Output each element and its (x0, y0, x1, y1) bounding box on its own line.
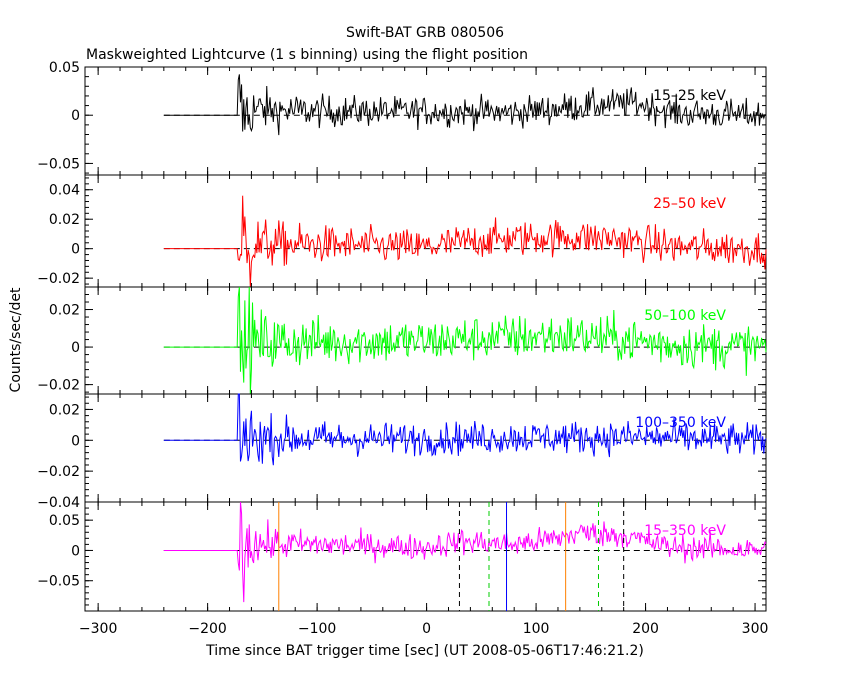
y-tick-label: 0.02 (49, 212, 80, 228)
series-label: 50–100 keV (644, 308, 726, 324)
y-tick-label: 0.02 (49, 402, 80, 418)
series-line (163, 74, 767, 136)
x-tick-label: 300 (742, 621, 769, 637)
y-tick-label: 0 (71, 543, 80, 559)
series-line (163, 286, 767, 395)
panel-3: 0.02 0 −0.02 50–100 keV (37, 286, 767, 395)
y-tick-label: 0 (71, 433, 80, 449)
panel-5: 0.05 0 −0.05 15–350 keV (37, 501, 767, 612)
panel-frame (84, 501, 767, 612)
x-tick-label: −300 (79, 621, 117, 637)
panel-frame (84, 393, 767, 503)
x-tick-label: −200 (188, 621, 226, 637)
x-tick-label: 0 (422, 621, 431, 637)
series-line (163, 195, 767, 288)
y-tick-label: −0.05 (37, 156, 80, 172)
x-tick-label: −100 (298, 621, 336, 637)
series-line (163, 501, 767, 603)
panel-frame (84, 66, 767, 176)
x-axis-label: Time since BAT trigger time [sec] (UT 20… (205, 643, 644, 659)
y-tick-label: −0.02 (37, 378, 80, 394)
x-tick-label: 200 (632, 621, 659, 637)
x-tick-label: 100 (523, 621, 550, 637)
y-tick-label: 0.04 (49, 183, 80, 199)
panels-group: 0.05 0 −0.05 15–25 keV 0.04 0.02 0 −0.02 25–50 k… (37, 60, 768, 637)
y-tick-label: 0 (71, 242, 80, 258)
series-label: 15–350 keV (644, 523, 726, 539)
y-tick-label: −0.05 (37, 574, 80, 590)
y-tick-label: 0 (71, 108, 80, 124)
panel-1: 0.05 0 −0.05 15–25 keV (37, 60, 767, 176)
series-label: 25–50 keV (653, 196, 726, 212)
panel-4: 0.02 0 −0.02 −0.04 100–350 keV (37, 393, 767, 511)
y-tick-label: −0.04 (37, 495, 80, 511)
y-tick-label: −0.02 (37, 464, 80, 480)
series-line (163, 393, 767, 466)
y-tick-label: 0.05 (49, 60, 80, 76)
y-axis-label: Counts/sec/det (8, 287, 24, 392)
chart-title: Swift-BAT GRB 080506 (346, 25, 504, 41)
y-tick-label: 0 (71, 340, 80, 356)
panel-2: 0.04 0.02 0 −0.02 25–50 keV (37, 174, 767, 288)
chart-subtitle: Maskweighted Lightcurve (1 s binning) us… (86, 47, 528, 63)
series-label: 100–350 keV (635, 415, 726, 431)
y-tick-label: 0.05 (49, 513, 80, 529)
series-label: 15–25 keV (653, 88, 726, 104)
y-tick-label: −0.02 (37, 271, 80, 287)
y-tick-label: 0.02 (49, 303, 80, 319)
